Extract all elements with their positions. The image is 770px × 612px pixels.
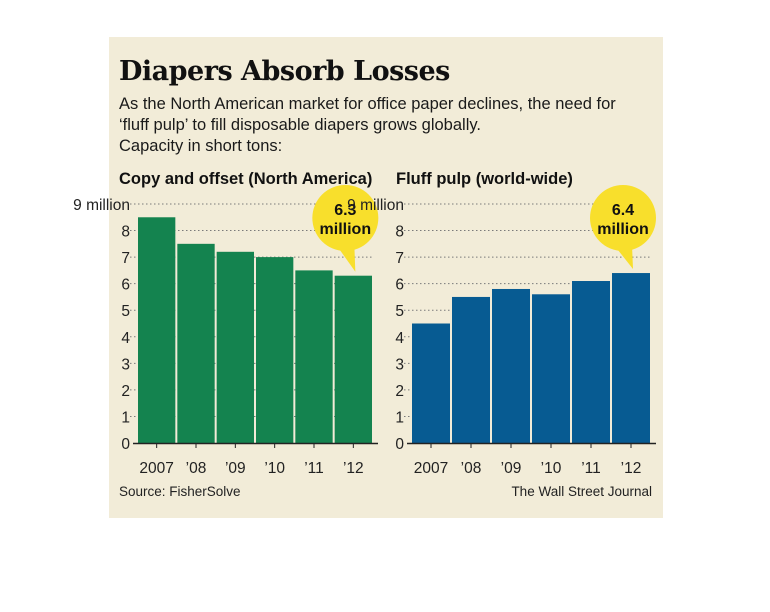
subtitle-line: ‘fluff pulp’ to fill disposable diapers … (119, 116, 481, 134)
x-tick-label: 2007 (139, 460, 173, 477)
chart-2: 0 1 2 3 4 5 6 7 8 9 million 2007 ’08 ’09 ’10 ’11 ’12 6.4… (347, 185, 656, 477)
bar (452, 296, 490, 443)
y-tick-label: 8 (121, 224, 130, 241)
y-tick-label: 4 (395, 330, 404, 347)
x-tick-label: ’12 (621, 460, 642, 477)
y-tick-label: 8 (395, 224, 404, 241)
x-tick-label: ’08 (461, 460, 482, 477)
y-tick-label: 7 (395, 250, 404, 267)
bar (216, 251, 254, 443)
y-tick-label: 1 (395, 409, 404, 426)
callout-label: million (597, 221, 649, 238)
chart-1: 0 1 2 3 4 5 6 7 8 9 million 2007 ’08 ’09 ’10 ’11 ’12 6.3… (73, 185, 379, 477)
bar (412, 323, 450, 443)
subtitle-line: As the North American market for office … (119, 95, 616, 113)
graphic-title: Diapers Absorb Losses (119, 56, 450, 87)
y-tick-label: 2 (395, 383, 404, 400)
y-tick-label: 0 (395, 436, 404, 453)
y-tick-label: 2 (121, 383, 130, 400)
source-note: Source: FisherSolve (119, 484, 241, 499)
callout-pointer (614, 245, 633, 270)
bar (612, 273, 650, 443)
x-tick-label: ’10 (264, 460, 285, 477)
graphic-subtitle: As the North American market for office … (119, 94, 659, 157)
subtitle-line: Capacity in short tons: (119, 137, 283, 155)
chart-title-fluff-pulp: Fluff pulp (world-wide) (396, 170, 573, 188)
callout-label: million (320, 221, 372, 238)
bar (334, 275, 372, 443)
bar (138, 217, 176, 443)
x-tick-label: ’12 (343, 460, 364, 477)
chart-title-copy-offset: Copy and offset (North America) (119, 170, 373, 188)
bar (295, 270, 333, 443)
x-tick-label: ’09 (501, 460, 522, 477)
y-tick-label: 3 (121, 356, 130, 373)
x-tick-label: 2007 (414, 460, 448, 477)
x-tick-label: ’11 (581, 460, 601, 477)
x-tick-label: ’11 (304, 460, 324, 477)
y-tick-label: 5 (121, 303, 130, 320)
y-tick-label: 3 (395, 356, 404, 373)
x-tick-label: ’09 (225, 460, 246, 477)
callout-label: 6.4 (612, 202, 634, 219)
y-tick-label: 6 (121, 277, 130, 294)
bar (532, 294, 570, 443)
value-callout: 6.4 million (590, 185, 656, 270)
value-callout: 6.3 million (312, 185, 379, 272)
x-tick-label: ’08 (186, 460, 207, 477)
y-tick-label: 9 million (73, 197, 130, 214)
y-tick-label: 5 (395, 303, 404, 320)
y-tick-label: 0 (121, 436, 130, 453)
callout-bubble (590, 185, 656, 251)
y-tick-label: 7 (121, 250, 130, 267)
callout-bubble (312, 185, 379, 251)
y-tick-label: 9 million (347, 197, 404, 214)
publisher-credit: The Wall Street Journal (511, 484, 652, 499)
bar (572, 281, 610, 443)
bar (492, 288, 530, 443)
x-tick-label: ’10 (541, 460, 562, 477)
callout-label: 6.3 (334, 202, 356, 219)
bar (256, 257, 294, 443)
y-tick-label: 4 (121, 330, 130, 347)
callout-pointer (336, 245, 356, 272)
y-tick-label: 6 (395, 277, 404, 294)
bar (177, 243, 215, 443)
y-tick-label: 1 (121, 409, 130, 426)
